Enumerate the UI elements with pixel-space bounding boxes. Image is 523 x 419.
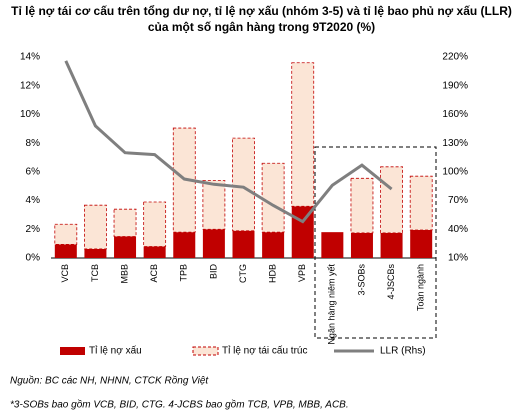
y2-tick-label: 160% <box>442 109 468 120</box>
x-tick-label: MBB <box>119 264 129 284</box>
x-tick-label: BID <box>208 264 218 280</box>
bar <box>261 162 285 233</box>
x-tick-label: ACB <box>149 264 159 283</box>
x-tick-label: Toàn ngành <box>416 264 426 311</box>
bar <box>84 248 107 258</box>
bar <box>321 232 344 258</box>
y-tick-label: 12% <box>20 80 40 91</box>
bar <box>143 246 166 258</box>
note: *3-SOBs bao gồm VCB, BID, CTG. 4-JCBS ba… <box>10 399 349 411</box>
y2-tick-label: 220% <box>442 52 468 63</box>
bar <box>202 180 226 230</box>
x-tick-label: VPB <box>297 264 307 282</box>
bar <box>291 62 315 207</box>
x-tick-label: TPB <box>179 264 189 282</box>
bar <box>232 137 255 232</box>
bar <box>54 223 78 245</box>
y-tick-label: 4% <box>26 195 41 206</box>
bar <box>114 236 137 258</box>
y2-tick-label: 100% <box>442 166 468 177</box>
x-tick-label: TCB <box>90 264 100 282</box>
x-tick-label: HDB <box>267 264 277 283</box>
bar <box>232 230 255 258</box>
group-box <box>314 146 437 339</box>
x-tick-label: 4-JSCBs <box>386 264 396 300</box>
bar <box>380 232 403 258</box>
bar <box>173 232 196 258</box>
line <box>64 60 393 224</box>
legend-swatch <box>60 347 85 355</box>
bar <box>84 204 107 250</box>
y2-tick-label: 40% <box>448 224 468 235</box>
bar <box>410 230 433 258</box>
y2-tick-label: 10% <box>448 253 468 264</box>
y-tick-label: 0% <box>26 253 41 264</box>
bar <box>143 201 167 247</box>
chart-title: Tỉ lệ nợ tái cơ cấu trên tổng dư nợ, tỉ … <box>11 4 512 34</box>
y2-tick-label: 190% <box>442 80 468 91</box>
x-tick-label: VCB <box>60 264 70 283</box>
legend-label: LLR (Rhs) <box>380 346 426 357</box>
bar <box>54 244 77 258</box>
x-tick-label: Ngân hàng niêm yết <box>327 264 337 345</box>
legend-label: Tỉ lệ nợ tái cấu trúc <box>222 345 307 357</box>
y-tick-label: 2% <box>26 224 41 235</box>
x-tick-label: CTG <box>238 264 248 283</box>
bar <box>113 208 137 237</box>
bar <box>409 175 433 231</box>
x-tick-label: 3-SOBs <box>356 264 366 296</box>
y-tick-label: 14% <box>20 52 40 63</box>
y2-tick-label: 130% <box>442 138 468 149</box>
legend-label: Tỉ lệ nợ xấu <box>89 345 142 357</box>
legend-swatch <box>192 346 219 356</box>
bar <box>262 232 285 258</box>
y-tick-label: 6% <box>26 166 41 177</box>
y2-tick-label: 70% <box>448 195 468 206</box>
source: Nguồn: BC các NH, NHNN, CTCK Rồng Việt <box>10 375 209 387</box>
bar <box>350 232 373 258</box>
y-tick-label: 10% <box>20 109 40 120</box>
bar <box>202 229 225 258</box>
bar <box>380 166 403 234</box>
y-tick-label: 8% <box>26 138 41 149</box>
bar <box>350 177 374 234</box>
